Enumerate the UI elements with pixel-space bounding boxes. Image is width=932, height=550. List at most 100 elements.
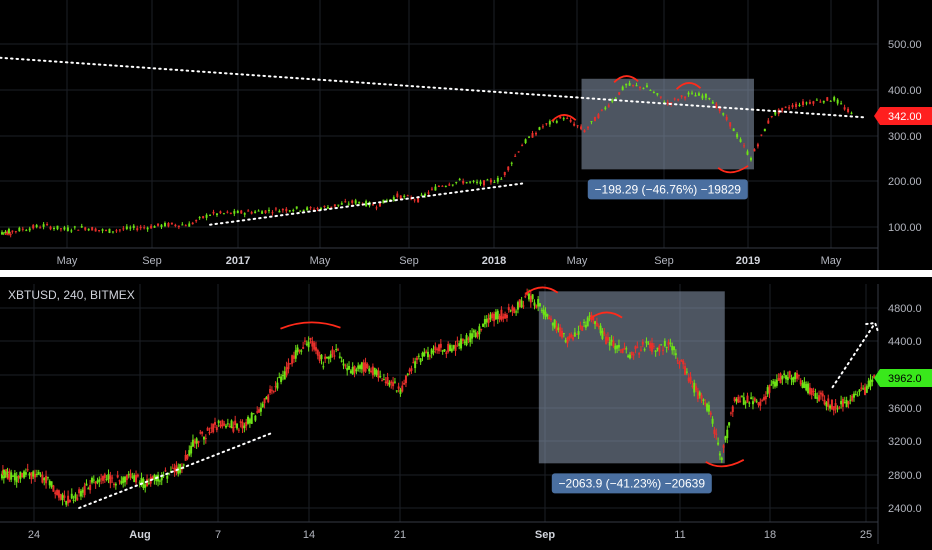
candle-body <box>601 330 604 339</box>
candle-body <box>748 402 751 404</box>
top-pane[interactable]: −198.29 (−46.76%) −19829 100.00 200.00 300.… <box>0 0 932 270</box>
annotation-arc[interactable] <box>717 165 749 174</box>
candle-body <box>504 313 507 319</box>
candle-body <box>717 442 720 445</box>
candle-body <box>649 89 652 91</box>
candle-body <box>449 345 452 352</box>
projection-arrow[interactable] <box>0 56 864 119</box>
candle-body <box>221 420 224 427</box>
candle-body <box>153 474 156 480</box>
candle-body <box>583 130 586 133</box>
candle-body <box>427 192 430 194</box>
candle-body <box>456 340 459 342</box>
candle-body <box>146 227 149 230</box>
support-trendline[interactable] <box>78 432 273 509</box>
annotation-arc[interactable] <box>675 82 702 90</box>
candle-body <box>660 344 663 346</box>
candle-body <box>247 416 250 424</box>
candle-body <box>292 209 295 211</box>
candle-body <box>61 494 64 501</box>
candle-body <box>360 362 363 370</box>
candle-body <box>843 402 846 404</box>
candle-body <box>344 365 347 367</box>
candle-body <box>368 368 371 372</box>
candle-body <box>163 222 166 227</box>
candle-body <box>482 180 485 186</box>
y-tick-label: 2800.0 <box>888 470 922 482</box>
candle-body <box>257 210 260 212</box>
candle-body <box>735 399 738 402</box>
annotation-arc[interactable] <box>280 321 341 330</box>
annotation-arc[interactable] <box>525 286 559 295</box>
candle-body <box>167 223 170 227</box>
candle-body <box>616 345 619 349</box>
candle-body <box>561 330 564 338</box>
candle-body <box>229 212 232 214</box>
y-tick-label: 3600.0 <box>888 403 922 415</box>
candle-body <box>114 483 117 486</box>
candle-body <box>8 470 11 480</box>
candle-body <box>410 368 413 371</box>
candle-body <box>805 384 808 391</box>
candle-body <box>652 345 655 347</box>
candle-body <box>63 227 66 230</box>
candle-body <box>57 490 60 498</box>
candle-body <box>212 423 215 433</box>
candle-body <box>258 409 261 413</box>
candle-body <box>544 311 547 317</box>
candle-body <box>785 375 788 380</box>
candle-body <box>299 210 302 212</box>
candle-body <box>628 354 631 359</box>
candle-body <box>127 474 130 476</box>
projection-arrow[interactable] <box>831 322 877 389</box>
candle-body <box>500 309 503 320</box>
bottom-pane[interactable]: −2063.9 (−41.23%) −20639 2400.0 2800.0 3200… <box>0 284 932 544</box>
candle-body <box>269 389 272 393</box>
candle-body <box>575 333 578 335</box>
candle-body <box>509 310 512 312</box>
candle-body <box>379 375 382 378</box>
candle-body <box>836 99 839 104</box>
candle-body <box>285 208 288 212</box>
candle-body <box>528 136 531 138</box>
candle-body <box>168 473 171 475</box>
candle-body <box>48 480 51 486</box>
candle-body <box>233 210 236 214</box>
candle-body <box>94 481 97 484</box>
annotation-arc[interactable] <box>551 114 577 122</box>
candle-body <box>740 396 743 398</box>
candle-body <box>595 322 598 327</box>
candle-body <box>805 102 808 104</box>
candle-body <box>7 228 10 234</box>
candle-body <box>750 397 753 400</box>
candle-body <box>816 397 819 399</box>
candle-body <box>711 418 714 424</box>
x-tick-label: 25 <box>860 529 872 541</box>
candle-body <box>496 177 499 182</box>
measure-box[interactable] <box>581 78 754 170</box>
candle-body <box>124 476 127 483</box>
candle-body <box>818 395 821 402</box>
candle-body <box>13 473 16 481</box>
candle-body <box>689 376 692 383</box>
candle-body <box>819 101 822 103</box>
candle-body <box>529 295 532 303</box>
candle-body <box>56 225 59 230</box>
annotation-arc[interactable] <box>613 75 639 83</box>
candle-body <box>485 318 488 323</box>
candle-body <box>608 342 611 346</box>
candle-body <box>421 352 424 357</box>
candle-body <box>396 193 399 197</box>
candle-body <box>576 125 579 127</box>
candle-body <box>351 366 354 375</box>
candle-body <box>414 361 417 369</box>
candle-body <box>43 478 46 481</box>
annotation-arc[interactable] <box>705 459 745 468</box>
candle-body <box>70 230 73 232</box>
measure-box[interactable] <box>538 291 725 464</box>
pane-separator[interactable] <box>0 270 932 277</box>
annotation-arc[interactable] <box>589 311 623 320</box>
candle-body <box>600 109 603 111</box>
candle-body <box>136 228 139 231</box>
